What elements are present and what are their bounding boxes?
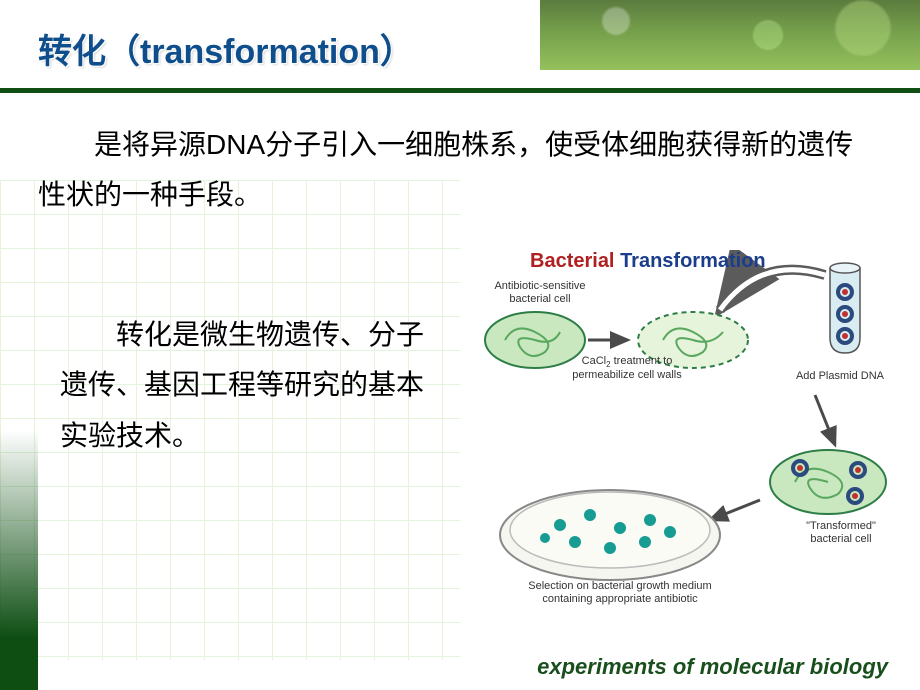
left-green-bar — [0, 430, 38, 690]
petri-dish — [500, 490, 720, 580]
slide-title: 转化（transformation） — [38, 24, 414, 73]
arrow-to-transformed — [815, 395, 835, 445]
diagram-svg — [460, 250, 900, 630]
diagram-title-word1: Bacterial — [530, 250, 615, 272]
definition-paragraph: 是将异源DNA分子引入一细胞株系，使受体细胞获得新的遗传性状的一种手段。 — [38, 120, 878, 221]
label-cacl2-treatment: CaCl2 treatment to permeabilize cell wal… — [562, 355, 692, 382]
bacterial-transformation-diagram: Bacterial Transformation Antibiotic-sens… — [460, 250, 900, 630]
header-photo — [540, 0, 920, 70]
arrow-to-dish — [710, 500, 760, 520]
label-antibiotic-sensitive: Antibiotic-sensitive bacterial cell — [480, 280, 600, 305]
label-selection-medium: Selection on bacterial growth medium con… — [510, 580, 730, 605]
footer-text: experiments of molecular biology — [537, 654, 888, 680]
test-tube — [830, 263, 860, 353]
label-add-plasmid: Add Plasmid DNA — [790, 370, 890, 383]
transformed-cell — [770, 450, 886, 514]
diagram-title: Bacterial Transformation — [530, 250, 766, 273]
header-underline — [0, 88, 920, 93]
context-paragraph: 转化是微生物遗传、分子遗传、基因工程等研究的基本实验技术。 — [60, 310, 440, 461]
diagram-title-word2: Transformation — [620, 250, 766, 272]
label-transformed-cell: "Transformed" bacterial cell — [786, 520, 896, 545]
